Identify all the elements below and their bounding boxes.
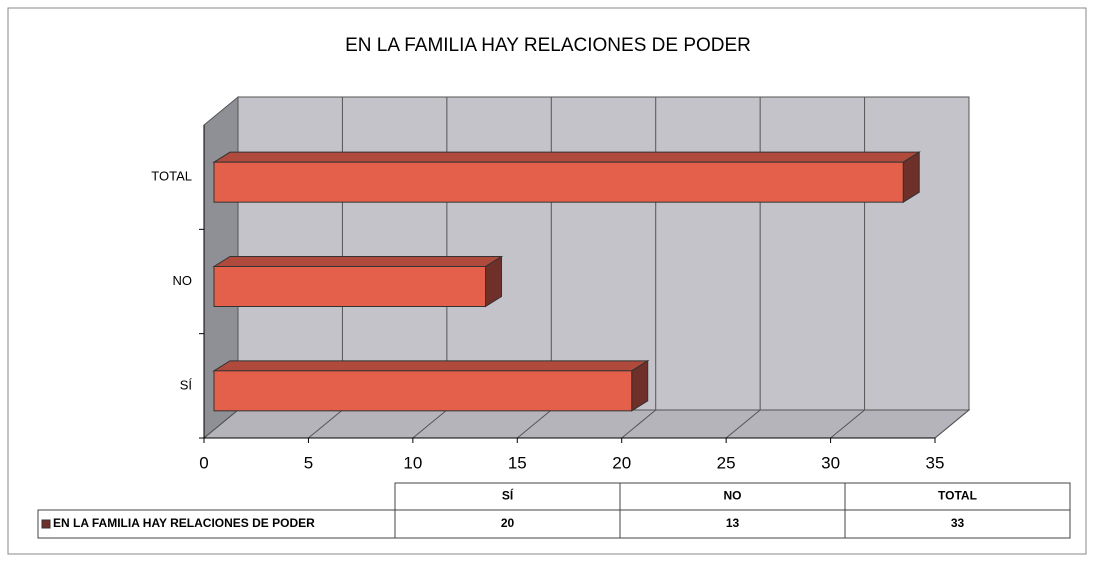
table-header-cell: TOTAL bbox=[938, 489, 977, 503]
grid-line bbox=[203, 409, 239, 439]
chart-title: EN LA FAMILIA HAY RELACIONES DE PODER bbox=[345, 35, 751, 56]
bar-top bbox=[212, 360, 650, 372]
x-tick-label: 15 bbox=[508, 453, 527, 472]
table-cell: 20 bbox=[501, 516, 515, 530]
grid-line bbox=[412, 409, 448, 439]
grid-line bbox=[308, 409, 343, 439]
y-tick-label: NO bbox=[173, 273, 193, 288]
table-header-cell: SÍ bbox=[502, 488, 514, 503]
grid-line bbox=[934, 409, 970, 439]
floor bbox=[202, 409, 971, 439]
grid-line bbox=[516, 409, 552, 439]
table-cell: 33 bbox=[951, 516, 965, 530]
x-tick-label: 20 bbox=[612, 453, 631, 472]
y-tick-label: SÍ bbox=[180, 377, 193, 392]
legend-key bbox=[41, 519, 51, 529]
table-cell: 13 bbox=[726, 516, 740, 530]
table-header-cell: NO bbox=[724, 489, 742, 503]
table-header bbox=[394, 482, 1071, 511]
bar bbox=[213, 266, 487, 307]
x-tick-label: 35 bbox=[926, 453, 945, 472]
grid-line bbox=[621, 409, 657, 439]
x-tick-label: 30 bbox=[821, 453, 840, 472]
x-tick-label: 10 bbox=[403, 453, 422, 472]
legend-label: EN LA FAMILIA HAY RELACIONES DE PODER bbox=[53, 516, 315, 530]
y-tick-label: TOTAL bbox=[151, 169, 192, 184]
bar bbox=[213, 370, 633, 412]
x-tick-label: 25 bbox=[717, 453, 736, 472]
bar-top bbox=[212, 256, 504, 267]
bar bbox=[213, 161, 904, 203]
x-tick-label: 0 bbox=[199, 453, 208, 472]
x-tick-label: 5 bbox=[304, 453, 313, 472]
table-row bbox=[37, 509, 1071, 539]
grid-line bbox=[830, 409, 865, 439]
grid-line bbox=[725, 409, 761, 439]
bar-top bbox=[212, 151, 921, 163]
